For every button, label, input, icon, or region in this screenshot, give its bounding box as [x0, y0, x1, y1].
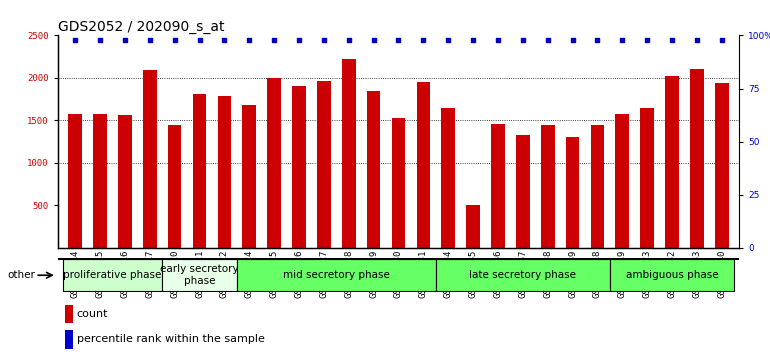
Text: late secretory phase: late secretory phase [470, 270, 576, 280]
Bar [267, 78, 281, 248]
Point [218, 37, 230, 42]
Bar [69, 114, 82, 248]
Text: proliferative phase: proliferative phase [63, 270, 162, 280]
Point [69, 37, 82, 42]
Point [492, 37, 504, 42]
Point [94, 37, 106, 42]
Point [293, 37, 305, 42]
Point [268, 37, 280, 42]
Bar [218, 96, 231, 248]
Bar [367, 91, 380, 248]
Bar [143, 70, 156, 248]
Bar [243, 105, 256, 248]
Bar [292, 86, 306, 248]
Point [393, 37, 405, 42]
Bar [491, 124, 505, 248]
Point [367, 37, 380, 42]
Bar [65, 330, 72, 349]
Bar [467, 205, 480, 248]
Point [442, 37, 454, 42]
Point [666, 37, 678, 42]
Bar [641, 108, 654, 248]
Bar [566, 137, 579, 248]
Bar [392, 118, 405, 248]
Bar [541, 125, 554, 248]
Point [417, 37, 430, 42]
Bar [615, 114, 629, 248]
Point [318, 37, 330, 42]
Bar [436, 259, 610, 291]
Point [243, 37, 256, 42]
Bar [93, 114, 107, 248]
Bar [715, 83, 728, 248]
Bar [237, 259, 436, 291]
Text: percentile rank within the sample: percentile rank within the sample [77, 334, 265, 344]
Point [641, 37, 653, 42]
Bar [168, 125, 182, 248]
Text: other: other [8, 270, 35, 280]
Bar [441, 108, 455, 248]
Point [343, 37, 355, 42]
Bar [62, 259, 162, 291]
Bar [516, 135, 530, 248]
Text: early secretory
phase: early secretory phase [160, 264, 239, 286]
Point [169, 37, 181, 42]
Point [144, 37, 156, 42]
Text: ambiguous phase: ambiguous phase [626, 270, 718, 280]
Point [119, 37, 131, 42]
Bar [665, 76, 679, 248]
Bar [417, 82, 430, 248]
Bar [591, 125, 604, 248]
Text: count: count [77, 309, 109, 319]
Bar [162, 259, 237, 291]
Point [567, 37, 579, 42]
Bar [65, 304, 72, 323]
Point [591, 37, 604, 42]
Point [616, 37, 628, 42]
Point [517, 37, 529, 42]
Bar [192, 94, 206, 248]
Bar [342, 59, 356, 248]
Point [691, 37, 703, 42]
Bar [118, 115, 132, 248]
Text: mid secretory phase: mid secretory phase [283, 270, 390, 280]
Point [715, 37, 728, 42]
Bar [690, 69, 704, 248]
Text: GDS2052 / 202090_s_at: GDS2052 / 202090_s_at [58, 21, 224, 34]
Point [193, 37, 206, 42]
Bar [610, 259, 735, 291]
Bar [317, 81, 330, 248]
Point [467, 37, 479, 42]
Point [541, 37, 554, 42]
